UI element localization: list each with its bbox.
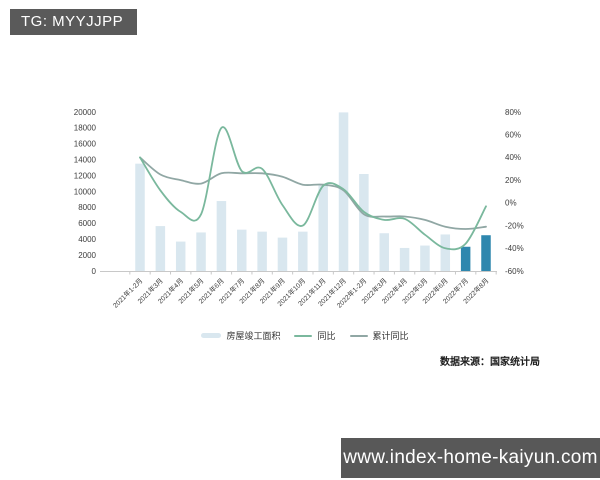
legend-line-swatch (294, 334, 313, 337)
left-axis-tick-label: 16000 (74, 140, 97, 149)
legend-label: 房屋竣工面积 (226, 331, 281, 341)
completion-area-bar (257, 231, 267, 271)
legend-label: 同比 (317, 331, 336, 341)
completion-area-bar (216, 201, 227, 271)
left-axis-tick-label: 4000 (78, 235, 96, 244)
left-axis-tick-label: 6000 (78, 219, 96, 228)
left-axis-tick-label: 0 (92, 267, 97, 276)
completion-area-bar (175, 241, 186, 271)
cumulative-yoy-line (139, 156, 487, 230)
completion-area-bar (196, 232, 206, 271)
left-axis-tick-label: 14000 (74, 156, 97, 165)
right-axis-tick-label: -60% (505, 267, 524, 276)
completion-area-bar (318, 183, 328, 271)
yoy-line (139, 126, 487, 251)
right-axis-tick-label: 0% (505, 199, 517, 208)
telegram-tag-text: TG: MYYJJPP (21, 13, 124, 30)
legend-label: 累计同比 (372, 331, 409, 341)
completion-area-bar (237, 229, 247, 271)
x-axis-category-label: 2021年1-2月 (111, 276, 145, 310)
completion-area-bar (399, 247, 410, 271)
left-axis-tick-label: 18000 (74, 124, 97, 133)
left-axis-tick-label: 8000 (78, 203, 96, 212)
completion-area-bar (277, 237, 288, 271)
left-axis-tick-label: 12000 (74, 171, 97, 180)
completion-area-bar (379, 233, 389, 271)
legend-item-cumulative-yoy: 累计同比 (349, 329, 409, 342)
site-watermark-bar: www.index-home-kaiyun.com (341, 438, 600, 478)
telegram-tag-badge: TG: MYYJJPP (10, 9, 138, 35)
completion-area-bar (155, 226, 166, 271)
completion-area-bar (135, 163, 145, 271)
right-axis-tick-label: -40% (505, 244, 524, 253)
left-axis-tick-label: 10000 (74, 187, 97, 196)
right-axis-tick-label: 60% (505, 131, 521, 140)
left-axis-tick-label: 2000 (78, 251, 96, 260)
completion-area-bar (359, 174, 369, 271)
completion-area-bar (338, 112, 349, 272)
chart-legend: 房屋竣工面积 同比 累计同比 (100, 329, 510, 342)
site-watermark-text: www.index-home-kaiyun.com (343, 447, 598, 468)
completion-area-bar (440, 234, 451, 271)
legend-item-yoy: 同比 (294, 329, 336, 342)
left-axis-tick-label: 20000 (74, 108, 97, 117)
data-source-note: 数据来源：国家统计局 (440, 357, 540, 368)
right-axis-tick-label: 40% (505, 153, 521, 162)
completion-area-bar (481, 235, 491, 271)
completion-area-bar (420, 245, 430, 271)
right-axis-tick-label: 80% (505, 108, 521, 117)
completion-area-bar (298, 231, 308, 271)
right-axis-tick-label: 20% (505, 176, 521, 185)
legend-line-swatch (349, 334, 368, 337)
completion-area-bar (460, 246, 471, 271)
legend-item-completion-area: 房屋竣工面积 (201, 329, 280, 342)
right-axis-tick-label: -20% (505, 221, 524, 230)
legend-bar-swatch (201, 333, 222, 338)
